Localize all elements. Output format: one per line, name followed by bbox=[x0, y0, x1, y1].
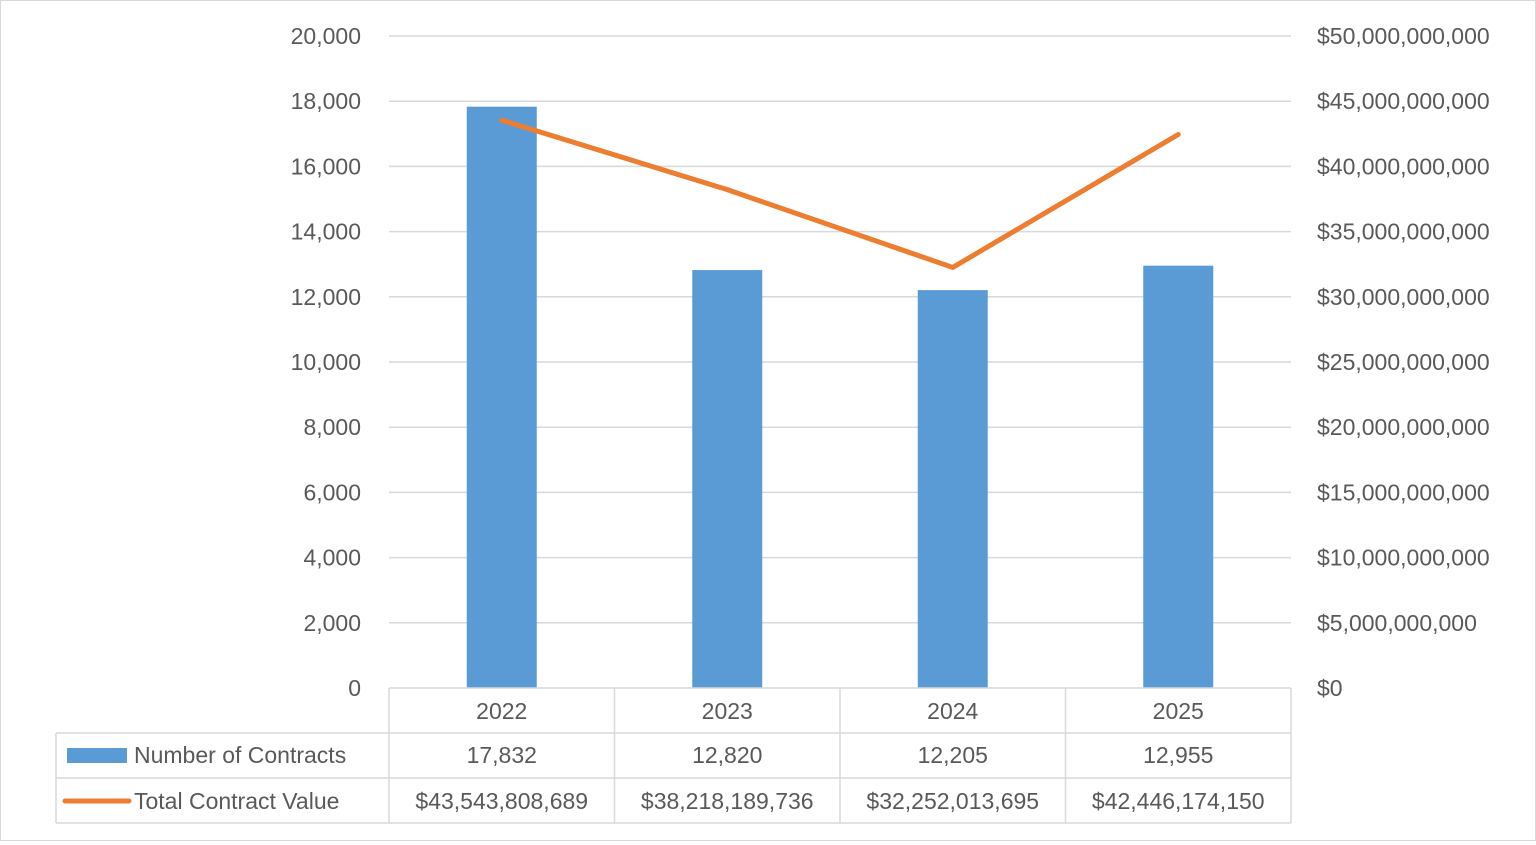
left-axis-tick-label: 14,000 bbox=[291, 219, 361, 245]
x-axis-tick-label: 2024 bbox=[927, 698, 978, 724]
bar bbox=[918, 290, 988, 688]
x-axis-tick-label: 2022 bbox=[476, 698, 527, 724]
right-axis-tick-label: $45,000,000,000 bbox=[1317, 88, 1490, 114]
x-axis-tick-label: 2023 bbox=[702, 698, 753, 724]
bar-series bbox=[467, 107, 1214, 688]
data-label: $43,543,808,689 bbox=[415, 788, 588, 814]
bar bbox=[1143, 266, 1213, 688]
line-series-path bbox=[502, 120, 1179, 267]
legend-label: Total Contract Value bbox=[134, 788, 339, 814]
legend-label: Number of Contracts bbox=[134, 742, 346, 768]
right-axis: $0 $5,000,000,000 $10,000,000,000 $15,000,0… bbox=[1317, 23, 1490, 701]
left-axis-tick-label: 20,000 bbox=[291, 23, 361, 49]
left-axis-tick-label: 2,000 bbox=[303, 610, 361, 636]
right-axis-tick-label: $15,000,000,000 bbox=[1317, 479, 1490, 505]
bar bbox=[692, 270, 762, 688]
left-axis-tick-label: 8,000 bbox=[303, 414, 361, 440]
right-axis-tick-label: $20,000,000,000 bbox=[1317, 414, 1490, 440]
left-axis-tick-label: 16,000 bbox=[291, 153, 361, 179]
left-axis-tick-label: 10,000 bbox=[291, 349, 361, 375]
data-label: 12,205 bbox=[918, 742, 988, 768]
data-label: 12,955 bbox=[1143, 742, 1213, 768]
left-axis-tick-label: 12,000 bbox=[291, 284, 361, 310]
left-axis-tick-label: 4,000 bbox=[303, 545, 361, 571]
left-axis-tick-label: 18,000 bbox=[291, 88, 361, 114]
right-axis-tick-label: $25,000,000,000 bbox=[1317, 349, 1490, 375]
legend-swatch-bar bbox=[67, 748, 127, 763]
right-axis-tick-label: $0 bbox=[1317, 675, 1343, 701]
data-label: $32,252,013,695 bbox=[866, 788, 1039, 814]
data-table: 2022 2023 2024 2025 Number of Contracts 17,83… bbox=[56, 688, 1291, 823]
left-axis-tick-label: 0 bbox=[348, 675, 361, 701]
right-axis-tick-label: $35,000,000,000 bbox=[1317, 219, 1490, 245]
data-label: 12,820 bbox=[692, 742, 762, 768]
data-label: $38,218,189,736 bbox=[641, 788, 814, 814]
right-axis-tick-label: $30,000,000,000 bbox=[1317, 284, 1490, 310]
right-axis-tick-label: $5,000,000,000 bbox=[1317, 610, 1477, 636]
x-axis-tick-label: 2025 bbox=[1153, 698, 1204, 724]
data-label: $42,446,174,150 bbox=[1092, 788, 1265, 814]
right-axis-tick-label: $40,000,000,000 bbox=[1317, 153, 1490, 179]
left-axis-tick-label: 6,000 bbox=[303, 479, 361, 505]
bar bbox=[467, 107, 537, 688]
left-axis: 0 2,000 4,000 6,000 8,000 10,000 12,000 14,000 1… bbox=[291, 23, 361, 701]
data-label: 17,832 bbox=[467, 742, 537, 768]
line-series bbox=[502, 120, 1179, 267]
right-axis-tick-label: $50,000,000,000 bbox=[1317, 23, 1490, 49]
right-axis-tick-label: $10,000,000,000 bbox=[1317, 545, 1490, 571]
